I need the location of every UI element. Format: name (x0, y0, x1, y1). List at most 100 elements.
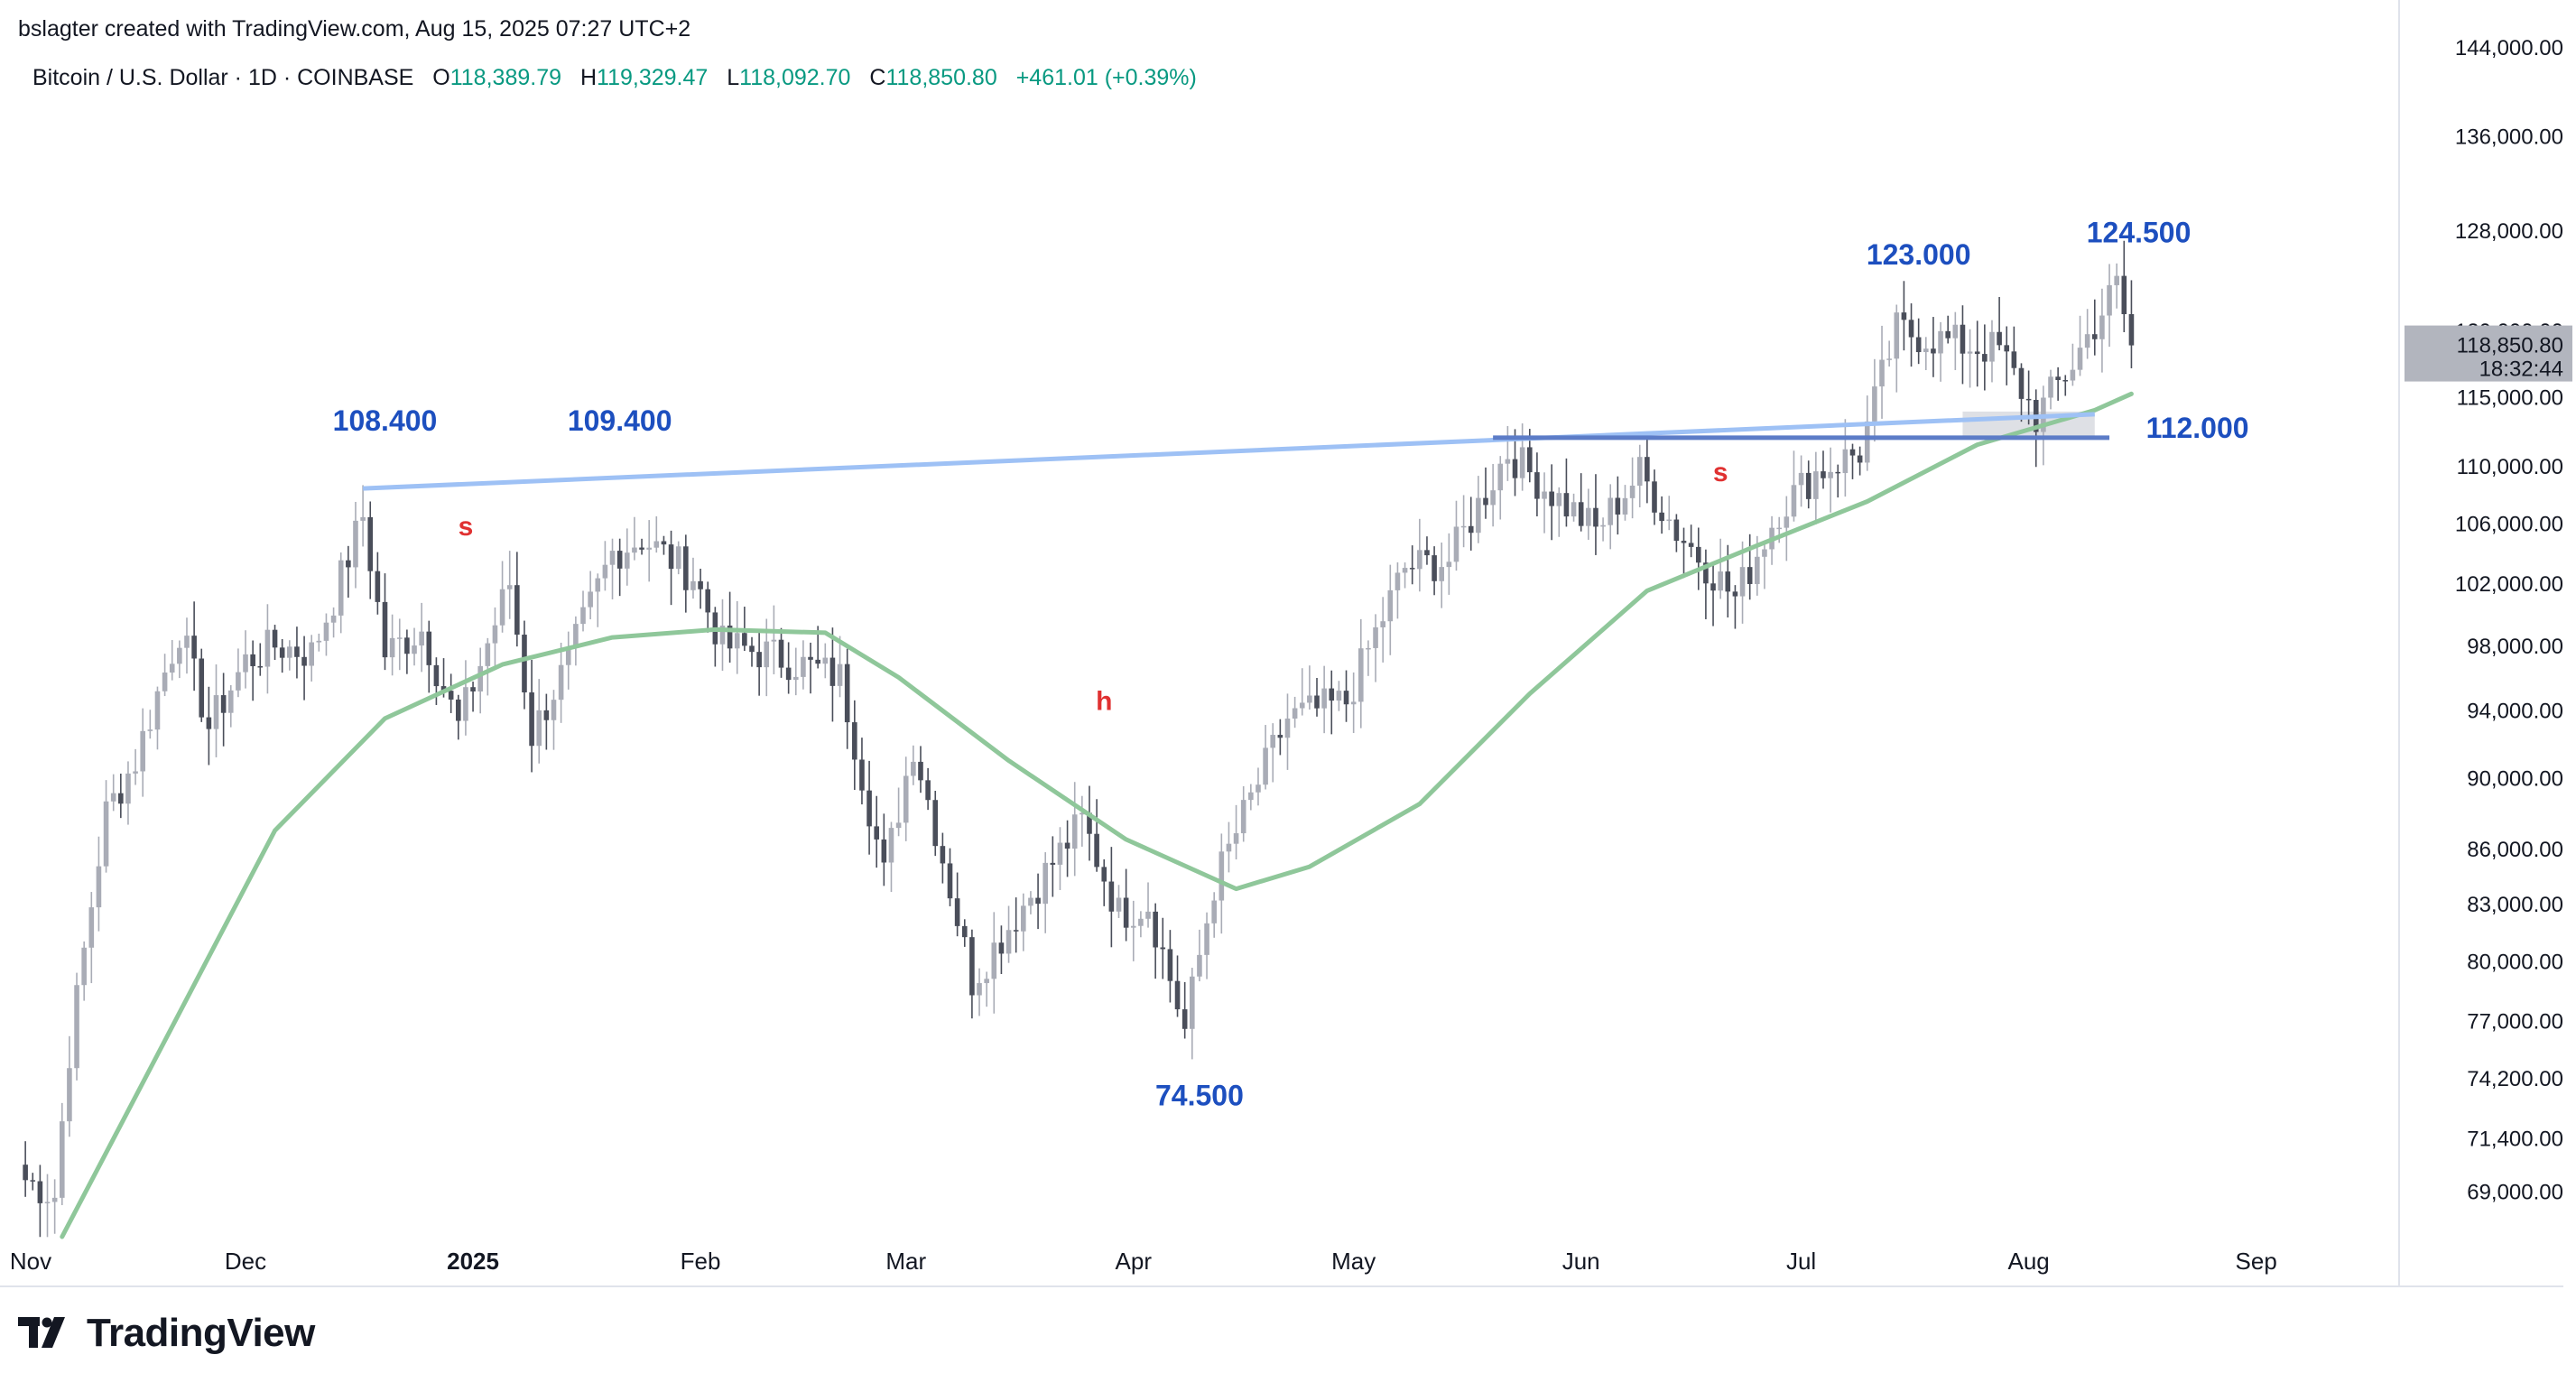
candle-body (801, 656, 806, 677)
candle-body (51, 1197, 58, 1202)
candle-body (1108, 881, 1115, 912)
candle-body (264, 629, 271, 667)
candle-body (23, 1165, 28, 1181)
candle-body (1636, 457, 1643, 486)
candle-body (184, 636, 190, 648)
candle-body (1732, 591, 1738, 597)
candle-body (1277, 735, 1283, 738)
candle-body (1497, 463, 1504, 491)
candle-body (1989, 331, 1995, 362)
last-price-tag (2405, 325, 2572, 382)
candle-body (1681, 541, 1687, 543)
ohlc-legend: Bitcoin / U.S. Dollar · 1D · COINBASE O1… (32, 65, 1197, 91)
candle-body (1409, 568, 1415, 570)
candle-body (404, 637, 410, 654)
candle-body (1835, 471, 1841, 474)
candle-body (675, 546, 681, 570)
candle-body (1087, 812, 1092, 834)
candle-body (1615, 497, 1621, 515)
candle-body (984, 979, 989, 984)
x-tick-label: May (1331, 1248, 1376, 1275)
candle-body (1387, 589, 1394, 622)
candle-body (1747, 567, 1753, 584)
candle-body (236, 672, 241, 691)
y-tick-label: 71,400.00 (2467, 1127, 2563, 1151)
candle-body (866, 790, 872, 827)
candle-body (1519, 447, 1525, 478)
y-tick-label: 83,000.00 (2467, 893, 2563, 917)
candle-body (1549, 491, 1554, 506)
candle-body (367, 516, 374, 571)
candle-body (1652, 481, 1657, 513)
candle-body (330, 615, 337, 623)
price-level-annotation: 112.000 (2146, 412, 2249, 444)
x-tick-label: Feb (681, 1248, 721, 1275)
candle-body (147, 729, 153, 731)
symbol-title: Bitcoin / U.S. Dollar · 1D · COINBASE (32, 65, 414, 90)
candle-body (2025, 398, 2032, 401)
candle-body (1284, 718, 1291, 738)
candle-body (734, 633, 740, 649)
candle-body (2062, 380, 2069, 382)
pattern-annotation: h (1096, 687, 1112, 717)
candle-body (1542, 491, 1547, 499)
candle-body (742, 633, 747, 646)
candle-body (1314, 695, 1320, 709)
price-level-annotation: 74.500 (1155, 1080, 1244, 1112)
candle-body (1263, 747, 1268, 785)
candle-body (433, 664, 440, 687)
candle-body (2070, 369, 2076, 381)
y-tick-label: 86,000.00 (2467, 838, 2563, 862)
candle-body (690, 580, 696, 590)
y-tick-label: 80,000.00 (2467, 951, 2563, 975)
candle-body (1204, 923, 1209, 955)
y-tick-label: 69,000.00 (2467, 1180, 2563, 1204)
candle-body (1123, 897, 1129, 928)
y-tick-label: 136,000.00 (2455, 125, 2563, 149)
candle-body (1894, 312, 1900, 359)
candle-body (250, 654, 255, 666)
candle-body (1080, 812, 1085, 815)
candle-body (1608, 497, 1614, 525)
candle-body (719, 626, 726, 645)
candle-body (1901, 312, 1907, 320)
candle-body (1292, 708, 1298, 719)
candle-body (653, 541, 660, 548)
candle-body (932, 800, 939, 847)
candle-body (1505, 459, 1511, 464)
pattern-annotation: s (1713, 458, 1728, 487)
candle-body (1879, 359, 1885, 387)
candle-body (1821, 471, 1826, 478)
y-tick-label: 115,000.00 (2457, 385, 2563, 410)
y-tick-label: 110,000.00 (2457, 455, 2563, 479)
candle-body (1967, 351, 1973, 354)
candle-body (110, 793, 116, 802)
candle-body (1005, 930, 1012, 954)
candle-body (756, 652, 762, 668)
candle-body (1915, 337, 1922, 353)
candle-body (918, 761, 923, 781)
candle-body (1755, 556, 1760, 584)
candle-body (947, 863, 953, 899)
candle-body (1512, 459, 1518, 478)
candle-body (1688, 543, 1694, 547)
candle-body (888, 828, 894, 863)
candle-body (1160, 947, 1166, 950)
candle-body (1350, 701, 1357, 705)
candle-body (257, 665, 264, 668)
candle-body (646, 547, 652, 550)
candle-body (1299, 702, 1305, 709)
candle-body (632, 547, 637, 553)
candle-body (1960, 324, 1966, 354)
candle-body (1600, 524, 1606, 527)
open-value: 118,389.79 (449, 65, 562, 90)
candle-body (169, 664, 175, 673)
candle-body (220, 695, 227, 713)
candle-body (616, 551, 623, 569)
tradingview-brand[interactable]: TradingView (18, 1311, 315, 1356)
candle-body (808, 656, 813, 660)
resistance-trendline (363, 412, 2095, 491)
candle-body (683, 546, 689, 590)
y-tick-label: 90,000.00 (2467, 767, 2563, 792)
